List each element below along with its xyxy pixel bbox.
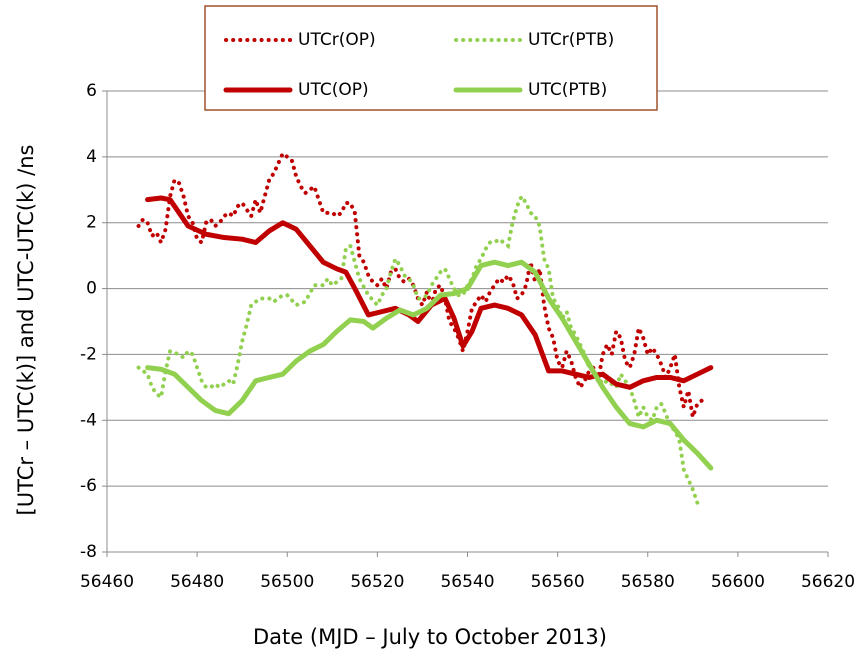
series-line <box>145 195 714 390</box>
x-tick-label: 56580 <box>621 572 675 592</box>
x-tick-label: 56480 <box>170 572 224 592</box>
y-tick-label: -6 <box>80 476 97 496</box>
series-line <box>136 150 704 418</box>
series-line <box>145 259 714 471</box>
legend-label: UTCr(PTB) <box>528 30 614 50</box>
y-tick-label: 2 <box>86 213 97 233</box>
y-tick-label: -4 <box>80 410 97 430</box>
y-axis-label: [UTCr – UTC(k)] and UTC-UTC(k) /ns <box>14 145 38 516</box>
legend-label: UTCr(OP) <box>298 30 376 50</box>
x-tick-label: 56520 <box>350 572 404 592</box>
x-tick-label: 56620 <box>801 572 855 592</box>
y-tick-label: 0 <box>86 279 97 299</box>
y-tick-label: -2 <box>80 344 97 364</box>
x-tick-label: 56600 <box>711 572 765 592</box>
x-tick-label: 56540 <box>440 572 494 592</box>
x-tick-label: 56560 <box>531 572 585 592</box>
x-tick-label: 56460 <box>80 572 134 592</box>
y-tick-label: 6 <box>86 81 97 101</box>
legend-box <box>204 5 658 111</box>
x-tick-label: 56500 <box>260 572 314 592</box>
series-line <box>136 192 700 505</box>
legend-label: UTC(PTB) <box>528 80 607 100</box>
y-tick-label: -8 <box>80 542 97 562</box>
y-tick-label: 4 <box>86 147 97 167</box>
legend-label: UTC(OP) <box>298 80 369 100</box>
x-axis-label: Date (MJD – July to October 2013) <box>253 625 607 649</box>
